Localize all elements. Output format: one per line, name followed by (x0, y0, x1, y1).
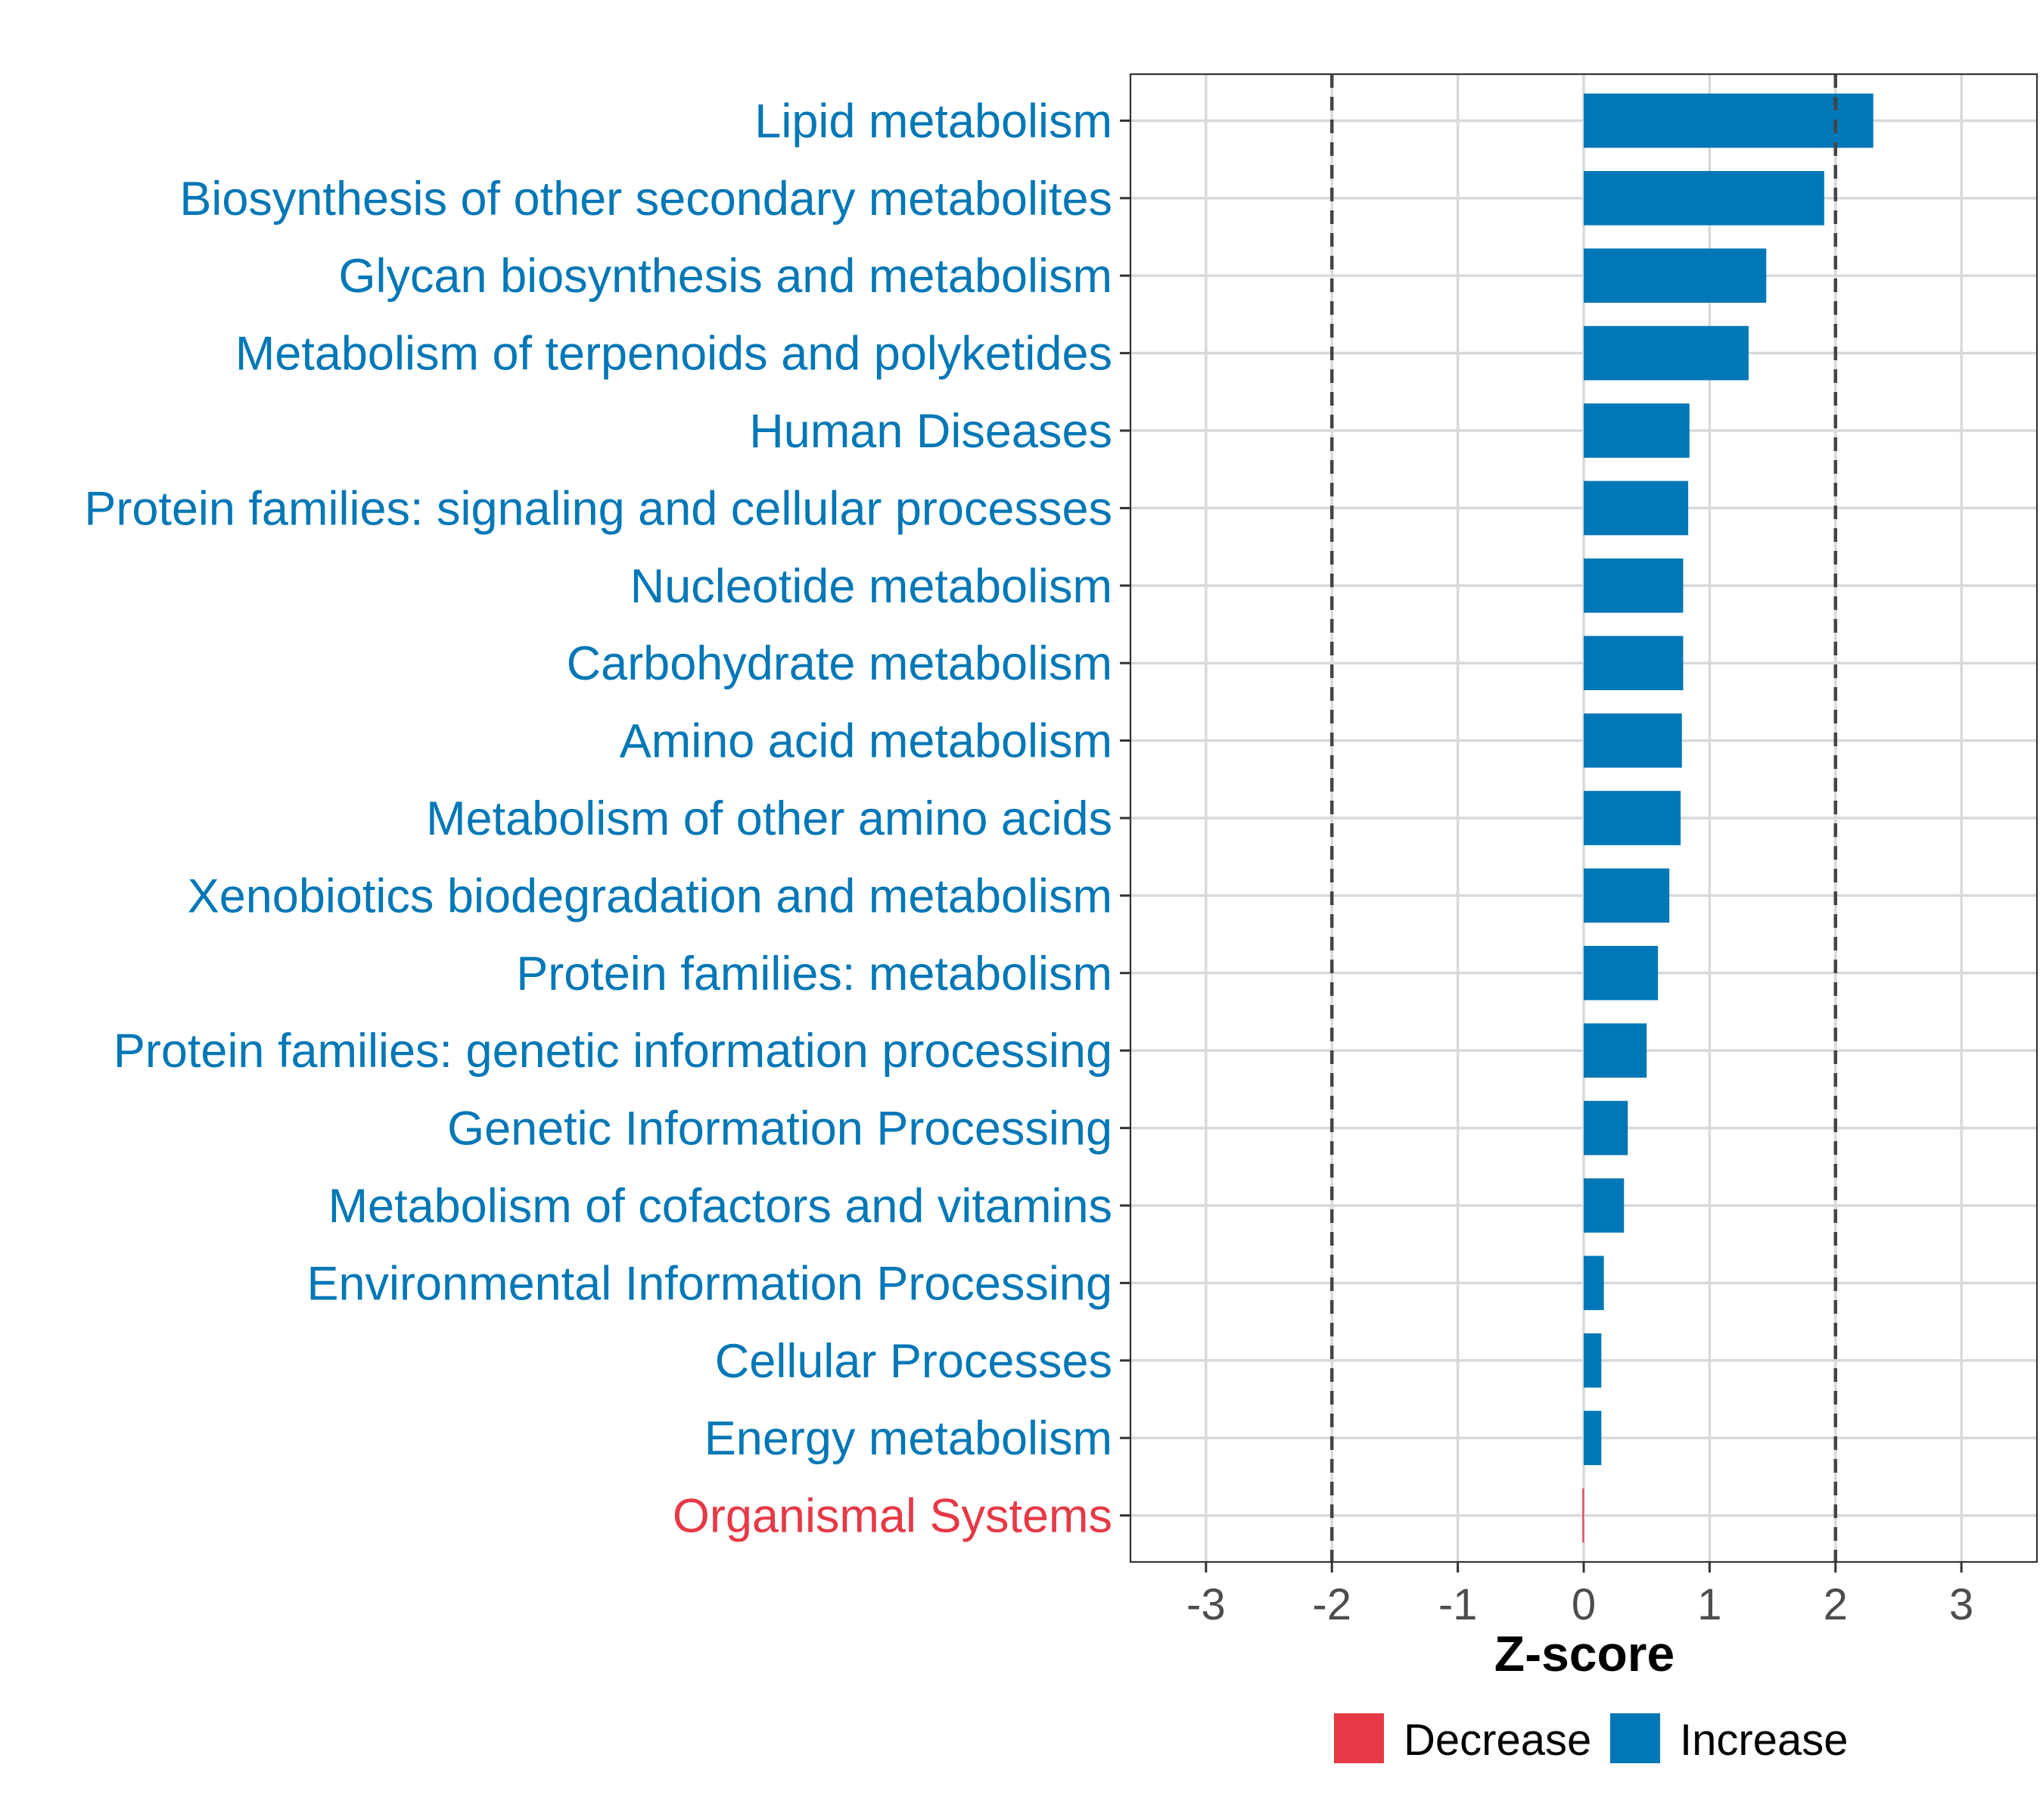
x-axis-title: Z-score (1494, 1626, 1675, 1682)
x-tick-label: 3 (1949, 1580, 1973, 1629)
bar (1584, 558, 1684, 613)
legend-swatch-increase (1610, 1713, 1660, 1763)
x-tick-label: 0 (1572, 1580, 1596, 1629)
bar (1584, 868, 1670, 923)
bar (1584, 1100, 1628, 1156)
y-tick-label: Carbohydrate metabolism (567, 637, 1112, 690)
y-tick-label: Protein families: metabolism (516, 947, 1112, 1000)
x-tick-label: -2 (1312, 1580, 1351, 1629)
y-tick-label: Metabolism of terpenoids and polyketides (235, 328, 1112, 381)
legend-swatch-decrease (1334, 1713, 1384, 1763)
y-tick-label: Biosynthesis of other secondary metaboli… (179, 173, 1112, 226)
bar (1582, 1488, 1584, 1543)
bar (1584, 945, 1659, 1000)
y-tick-label: Metabolism of other amino acids (426, 792, 1112, 845)
bar (1584, 325, 1749, 381)
x-tick-label: -1 (1438, 1580, 1478, 1629)
x-axis: -3 -2 -1 0 1 2 3 (1186, 1562, 1973, 1629)
bar (1584, 403, 1690, 458)
y-tick-label: Amino acid metabolism (620, 715, 1112, 768)
bar (1584, 170, 1824, 226)
x-tick-label: 2 (1824, 1580, 1848, 1629)
y-tick-label: Protein families: genetic information pr… (114, 1025, 1112, 1078)
y-axis: Lipid metabolism Biosynthesis of other se… (84, 95, 1130, 1543)
bar (1584, 1333, 1602, 1388)
y-tick-label: Protein families: signaling and cellular… (84, 482, 1112, 535)
y-tick-label: Nucleotide metabolism (630, 560, 1112, 613)
bar (1584, 248, 1767, 303)
y-tick-label: Metabolism of cofactors and vitamins (328, 1180, 1112, 1233)
bars (1582, 93, 1874, 1543)
bar (1584, 791, 1681, 845)
y-tick-label: Environmental Information Processing (306, 1257, 1112, 1310)
bar (1584, 713, 1682, 768)
y-tick-label: Xenobiotics biodegradation and metabolis… (188, 870, 1112, 922)
x-tick-label: -3 (1186, 1580, 1226, 1629)
x-tick-label: 1 (1697, 1580, 1721, 1629)
bar (1584, 93, 1874, 148)
y-tick-label: Lipid metabolism (754, 95, 1112, 148)
bar (1584, 1255, 1604, 1311)
legend-label-increase: Increase (1680, 1716, 1848, 1765)
bar (1584, 1023, 1647, 1078)
y-tick-label: Organismal Systems (673, 1490, 1112, 1543)
y-tick-label: Energy metabolism (704, 1412, 1112, 1465)
y-tick-label: Glycan biosynthesis and metabolism (339, 250, 1113, 303)
bar (1584, 636, 1684, 691)
legend-label-decrease: Decrease (1404, 1716, 1591, 1765)
bar (1584, 1411, 1602, 1466)
y-tick-label: Human Diseases (749, 405, 1112, 458)
bar (1584, 481, 1689, 536)
y-tick-label: Cellular Processes (715, 1335, 1112, 1388)
legend: Decrease Increase (1334, 1713, 1848, 1765)
bar (1584, 1178, 1625, 1233)
y-tick-label: Genetic Information Processing (447, 1103, 1112, 1156)
